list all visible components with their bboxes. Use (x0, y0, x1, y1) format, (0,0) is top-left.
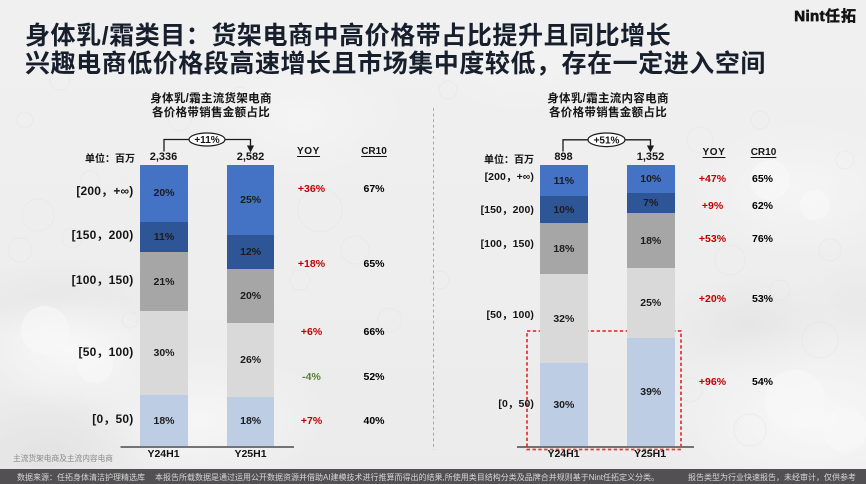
svg-text:+51%: +51% (594, 136, 620, 147)
svg-text:+11%: +11% (194, 135, 219, 146)
